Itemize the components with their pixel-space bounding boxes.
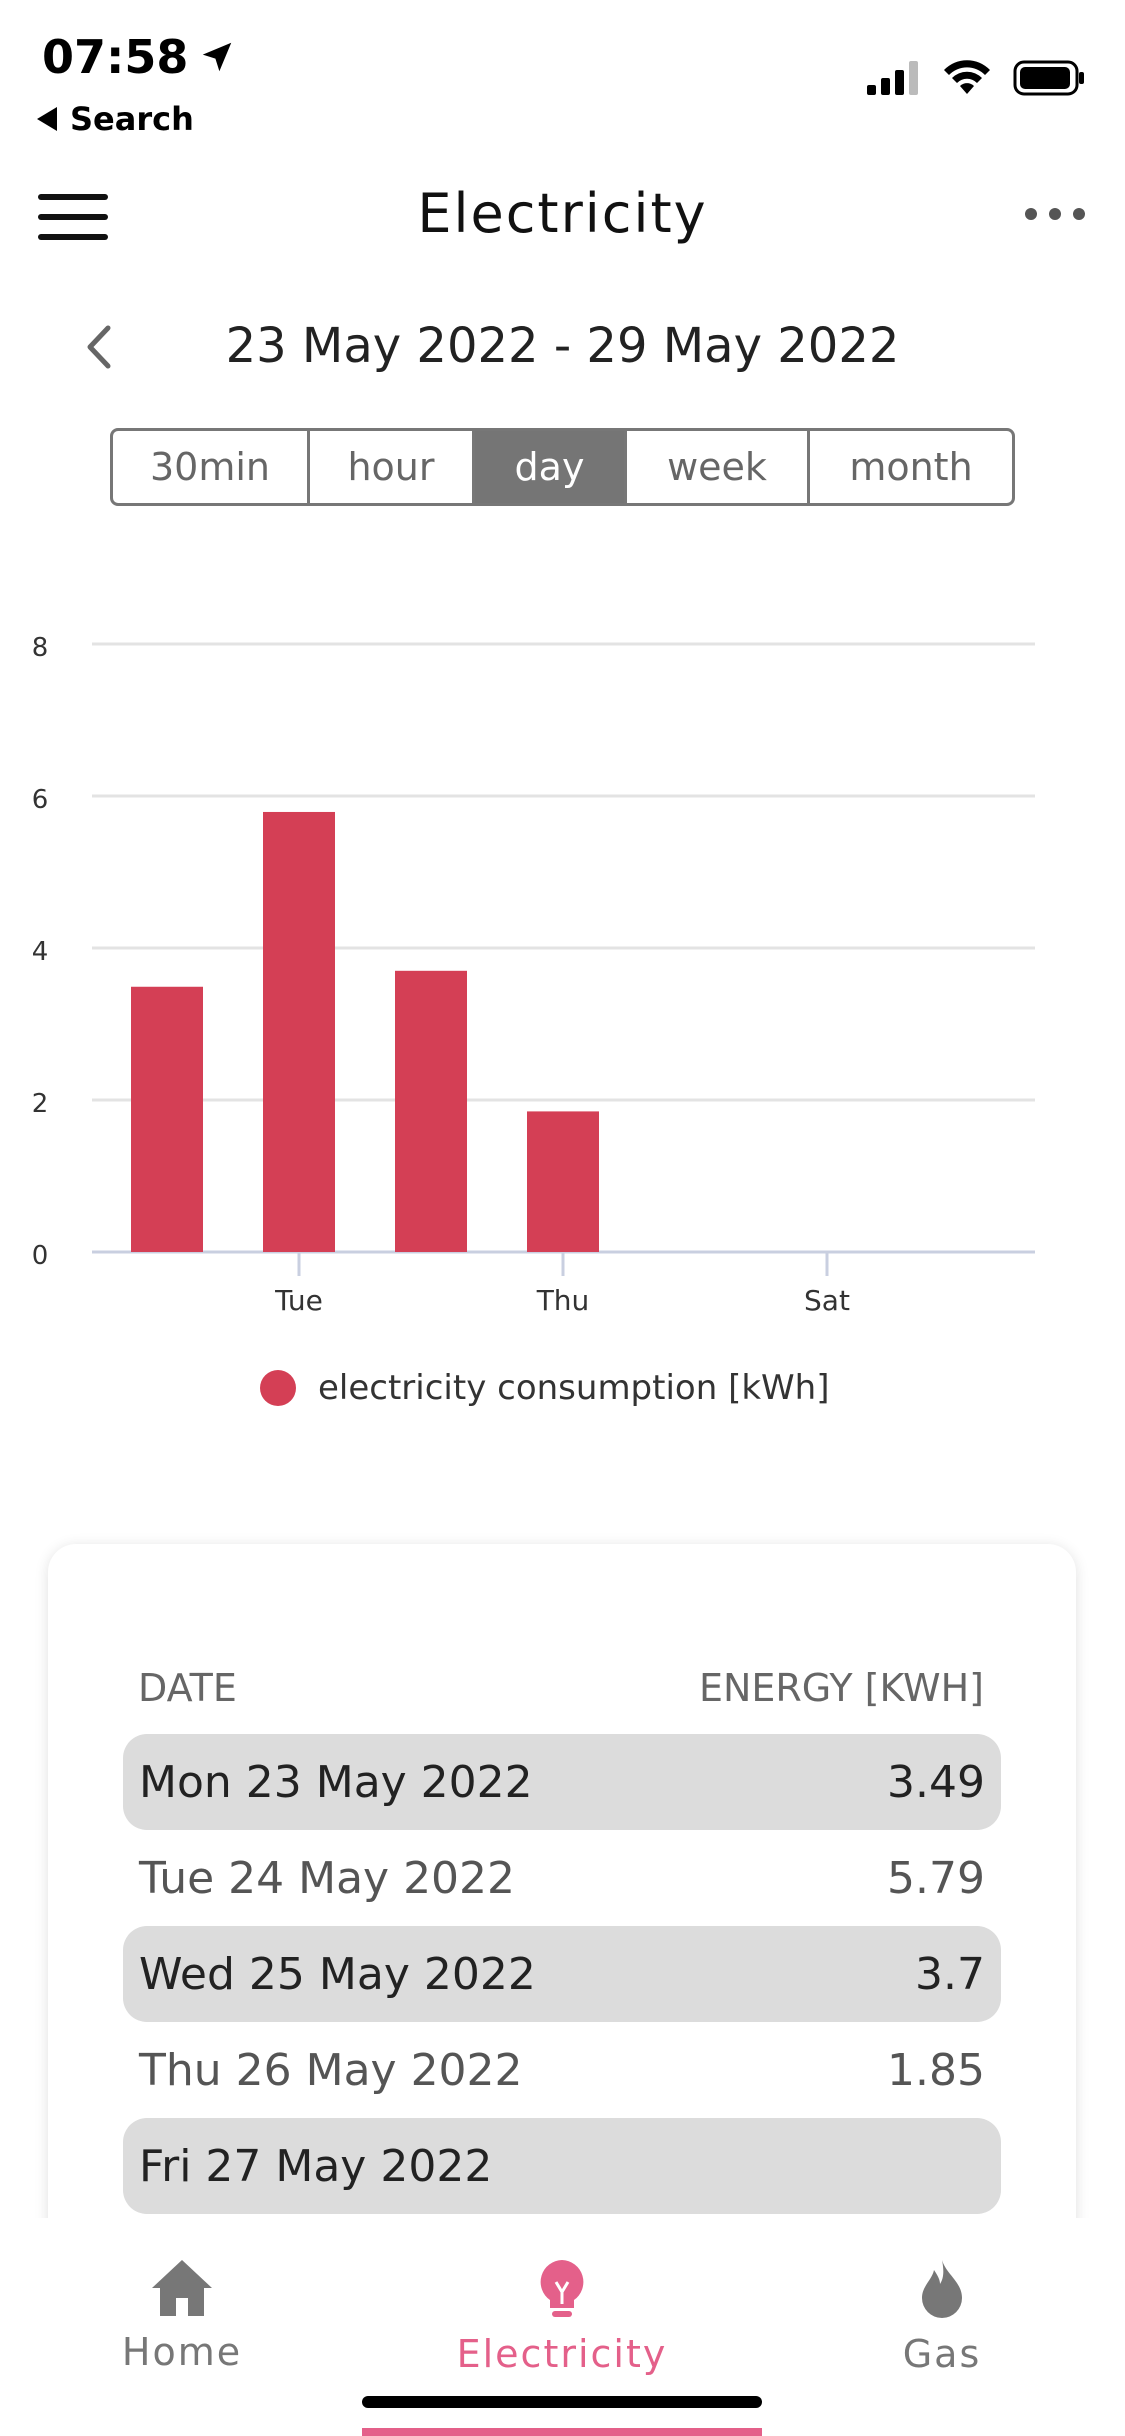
date-range: 23 May 2022 - 29 May 2022	[225, 318, 900, 374]
more-options-icon[interactable]	[1025, 208, 1085, 220]
x-tick-label: Tue	[274, 1284, 323, 1317]
signal-icon	[867, 61, 918, 95]
y-tick-label: 8	[32, 633, 49, 663]
segment-30min[interactable]: 30min	[113, 431, 310, 503]
chart-legend: electricity consumption [kWh]	[260, 1368, 829, 1408]
back-triangle-icon	[37, 107, 57, 131]
hamburger-menu-icon[interactable]	[38, 194, 110, 240]
row-date: Fri 27 May 2022	[139, 2140, 493, 2192]
page-title: Electricity	[417, 182, 708, 245]
x-tick-label: Thu	[536, 1284, 590, 1317]
segment-week[interactable]: week	[627, 431, 810, 503]
y-tick-label: 2	[32, 1089, 49, 1119]
bar	[527, 1111, 599, 1252]
tab-electricity[interactable]: Electricity	[442, 2258, 682, 2376]
previous-period-icon[interactable]	[78, 322, 118, 372]
home-icon	[152, 2260, 212, 2316]
bar	[263, 811, 335, 1252]
column-header-date: DATE	[138, 1666, 237, 1710]
segment-hour[interactable]: hour	[310, 431, 475, 503]
y-tick-label: 4	[32, 937, 49, 967]
table-row: Fri 27 May 2022	[123, 2118, 1001, 2214]
clock-text: 07:58	[42, 30, 189, 84]
x-tick-label: Sat	[804, 1284, 850, 1317]
tab-home[interactable]: Home	[62, 2258, 302, 2374]
segment-day[interactable]: day	[475, 431, 627, 503]
table-row: Wed 25 May 2022 3.7	[123, 1926, 1001, 2022]
bar	[131, 986, 203, 1252]
row-energy: 5.79	[887, 1852, 985, 1904]
row-energy: 3.7	[915, 1948, 985, 2000]
status-time: 07:58	[42, 30, 236, 84]
lightbulb-icon	[540, 2260, 584, 2317]
tab-gas[interactable]: Gas	[822, 2258, 1062, 2376]
tab-electricity-label: Electricity	[456, 2332, 668, 2376]
y-tick-label: 6	[32, 785, 49, 815]
segment-month[interactable]: month	[849, 445, 973, 489]
tab-home-label: Home	[121, 2330, 243, 2374]
legend-label: electricity consumption [kWh]	[318, 1368, 830, 1408]
row-energy: 3.49	[887, 1756, 985, 1808]
row-energy: 1.85	[887, 2044, 985, 2096]
bar	[395, 970, 467, 1252]
flame-icon	[922, 2260, 962, 2318]
row-date: Thu 26 May 2022	[139, 2044, 523, 2096]
consumption-bar-chart: 0 2 4 6 8 Tue Thu Sat	[32, 633, 1035, 1317]
table-row: Thu 26 May 2022 1.85	[123, 2022, 1001, 2118]
battery-icon	[1013, 60, 1084, 96]
active-tab-underline	[362, 2428, 762, 2436]
legend-marker	[260, 1370, 296, 1406]
home-indicator	[362, 2396, 762, 2408]
wifi-icon	[944, 60, 990, 94]
column-header-energy: ENERGY [KWH]	[698, 1666, 984, 1710]
back-to-search[interactable]: Search	[36, 100, 194, 138]
row-date: Wed 25 May 2022	[139, 1948, 536, 2000]
row-date: Tue 24 May 2022	[139, 1852, 516, 1904]
back-label: Search	[70, 100, 194, 138]
y-tick-label: 0	[32, 1241, 49, 1271]
resolution-selector: 30min hour day week month	[110, 428, 1015, 506]
row-date: Mon 23 May 2022	[139, 1756, 533, 1808]
table-row: Tue 24 May 2022 5.79	[123, 1830, 1001, 1926]
location-arrow-icon	[203, 42, 232, 72]
table-row: Mon 23 May 2022 3.49	[123, 1734, 1001, 1830]
tab-gas-label: Gas	[902, 2332, 982, 2376]
status-icons	[867, 60, 1085, 96]
